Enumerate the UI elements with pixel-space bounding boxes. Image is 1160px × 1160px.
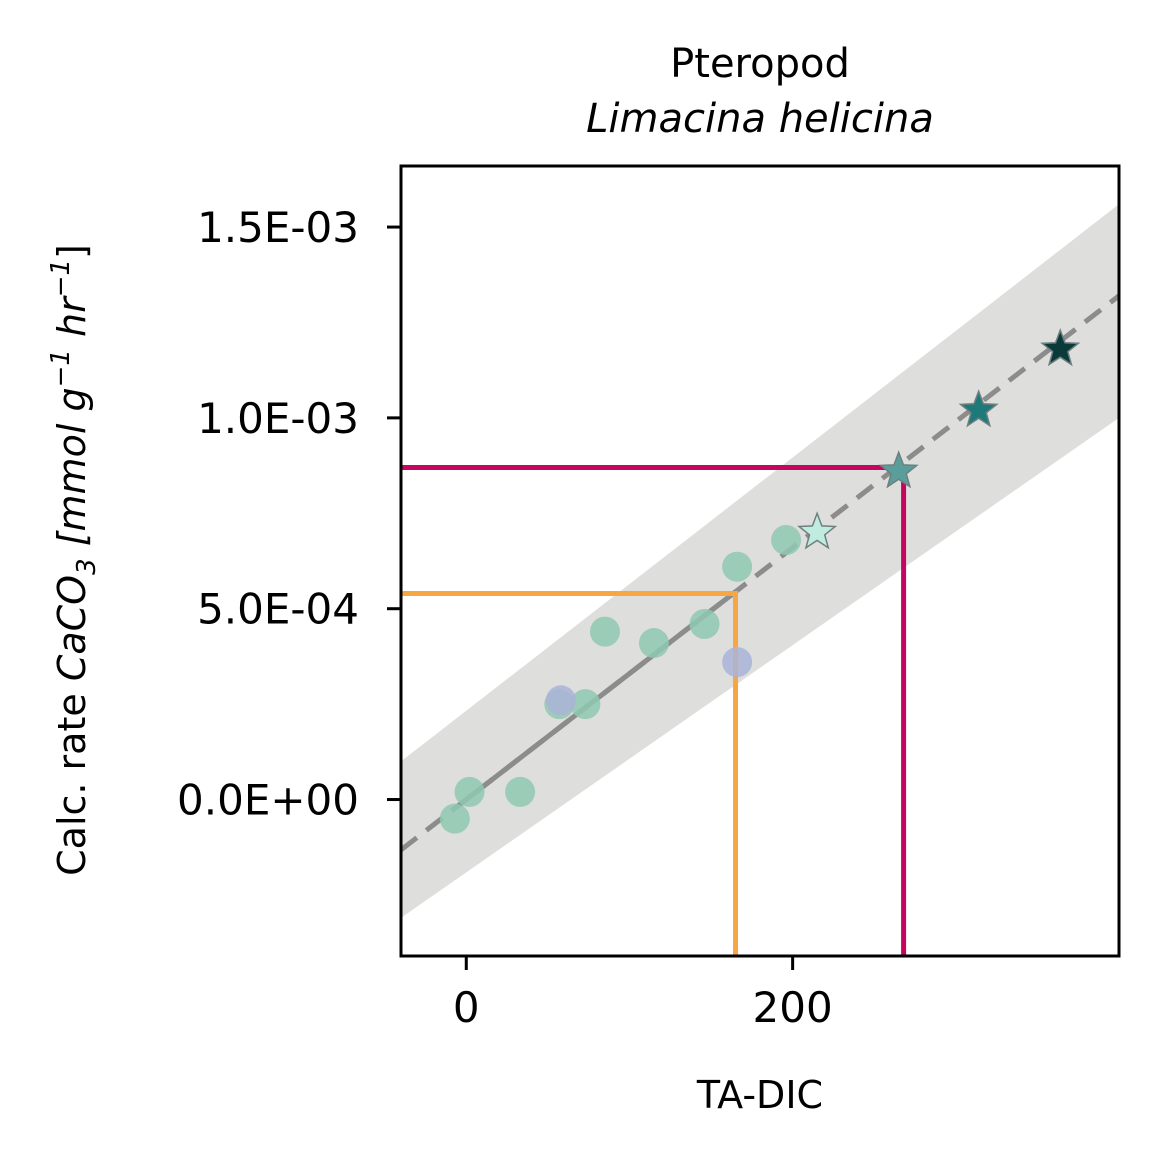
data-point-s1-2 bbox=[454, 776, 485, 807]
fit-line-dashed bbox=[399, 293, 1121, 852]
data-point-s1-7 bbox=[638, 628, 669, 659]
data-point-s1-1 bbox=[439, 803, 470, 834]
y-label-prefix: Calc. rate bbox=[50, 681, 94, 876]
y-tick-label-2: 5.0E-04 bbox=[197, 585, 359, 634]
star-markers bbox=[797, 328, 1081, 550]
y-label-unit-mid: hr bbox=[50, 295, 94, 349]
guide-line-1 bbox=[401, 590, 739, 956]
y-tick-label-4: 1.5E-03 bbox=[197, 203, 359, 252]
chart-title: Pteropod bbox=[670, 41, 850, 87]
y-tick-label-3: 1.0E-03 bbox=[197, 394, 359, 443]
data-point-s2-1 bbox=[545, 685, 576, 716]
regression-fit bbox=[399, 293, 1121, 852]
x-axis-ticks: 0 200 bbox=[453, 956, 833, 1032]
y-label-unit-open: [mmol g bbox=[50, 387, 94, 558]
star-marker-3 bbox=[958, 389, 999, 428]
x-tick-label-2: 200 bbox=[753, 983, 833, 1032]
y-tick-label-1: 0.0E+00 bbox=[177, 776, 359, 825]
star-marker-4 bbox=[1040, 328, 1081, 367]
y-label-unit-superscript-2: −1 bbox=[46, 259, 76, 297]
x-axis-label: TA-DIC bbox=[696, 1073, 823, 1117]
confidence-band-area bbox=[401, 204, 1119, 918]
plot-frame bbox=[399, 164, 1121, 958]
data-point-s1-10 bbox=[771, 525, 802, 556]
data-point-s1-5 bbox=[570, 689, 601, 720]
star-marker-1 bbox=[797, 511, 838, 550]
data-point-s1-8 bbox=[689, 608, 720, 639]
data-point-s2-2 bbox=[722, 647, 753, 678]
data-point-s1-3 bbox=[505, 776, 536, 807]
x-tick-label-1: 0 bbox=[453, 983, 480, 1032]
data-points bbox=[439, 525, 802, 834]
y-axis-label: Calc. rate CaCO3 [mmol g−1 hr−1] bbox=[46, 244, 102, 876]
y-label-unit-close: ] bbox=[50, 244, 94, 259]
chart-subtitle: Limacina helicina bbox=[586, 96, 934, 142]
y-axis-ticks: 0.0E+00 5.0E-04 1.0E-03 1.5E-03 bbox=[177, 203, 401, 825]
confidence-band bbox=[401, 204, 1119, 918]
y-label-formula-subscript: 3 bbox=[72, 558, 102, 575]
y-label-unit-superscript-1: −1 bbox=[46, 349, 76, 387]
star-marker-2 bbox=[878, 450, 919, 489]
data-point-s1-6 bbox=[589, 616, 620, 647]
data-point-s1-9 bbox=[722, 551, 753, 582]
y-label-formula: CaCO bbox=[50, 575, 94, 681]
